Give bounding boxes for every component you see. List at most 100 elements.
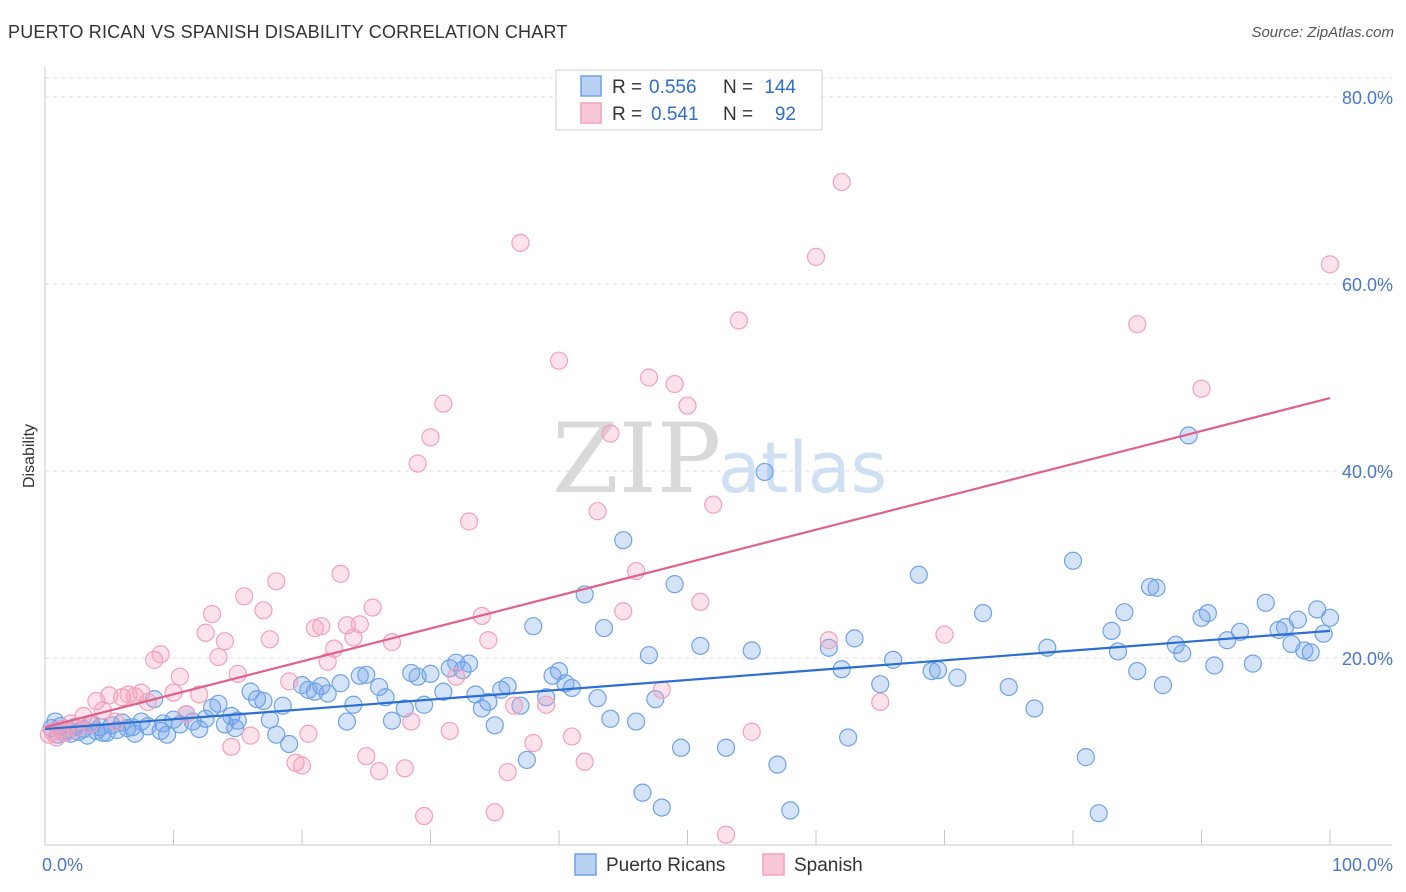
spanish-point [106, 712, 125, 731]
spanish-point [639, 368, 659, 387]
legend-r-label-1: R = [612, 77, 642, 98]
spanish-point [479, 631, 498, 650]
puerto-ricans-point [845, 629, 864, 648]
spanish-point [222, 737, 241, 756]
puerto-ricans-point [479, 692, 498, 712]
puerto-ricans-point [157, 725, 177, 744]
x-tick-label-min: 0.0% [42, 855, 83, 875]
spanish-point [267, 572, 286, 591]
puerto-ricans-point [633, 783, 652, 802]
puerto-ricans-point [1288, 610, 1307, 629]
spanish-point [440, 721, 459, 741]
puerto-ricans-point [241, 682, 260, 701]
puerto-ricans-point [1230, 622, 1250, 641]
legend-n-label-1: N = [723, 77, 753, 98]
legend-swatch-spanish [580, 102, 602, 124]
puerto-ricans-point [768, 755, 787, 774]
puerto-ricans-point [447, 653, 466, 672]
puerto-ricans-point [280, 734, 299, 754]
puerto-ricans-point [1308, 600, 1327, 619]
spanish-point [537, 695, 556, 714]
spanish-point [132, 683, 151, 702]
puerto-ricans-point [646, 690, 665, 709]
puerto-ricans-point [498, 676, 517, 696]
puerto-ricans-point [395, 699, 414, 718]
puerto-ricans-point [196, 709, 215, 728]
spanish-point [704, 495, 723, 514]
spanish-point [871, 692, 890, 712]
puerto-ricans-point [472, 699, 491, 718]
spanish-point [241, 726, 260, 745]
puerto-ricans-point [839, 728, 858, 747]
puerto-ricans-point [871, 675, 890, 694]
puerto-ricans-point [1076, 748, 1095, 767]
trend-lines [44, 397, 1331, 731]
spanish-point [395, 759, 414, 778]
spanish-point [350, 615, 369, 634]
puerto-ricans-point [1115, 603, 1134, 622]
spanish-point [170, 667, 190, 686]
spanish-point [402, 712, 421, 731]
puerto-ricans-point [370, 677, 389, 697]
puerto-ricans-point [337, 712, 357, 731]
legend-n-value-1: 144 [764, 77, 796, 98]
puerto-ricans-point [267, 725, 286, 744]
bottom-legend-swatch-spanish [762, 853, 785, 876]
legend-n-label-2: N = [723, 104, 753, 125]
chart-title: PUERTO RICAN VS SPANISH DISABILITY CORRE… [8, 22, 568, 42]
y-tick-label: 60.0% [1342, 275, 1393, 295]
puerto-ricans-point [922, 661, 941, 681]
spanish-point [1192, 379, 1211, 398]
puerto-ricans-point [1173, 644, 1192, 663]
spanish-point [190, 685, 209, 704]
spanish-point [312, 617, 331, 636]
legend-r-value-2: 0.541 [651, 104, 699, 125]
puerto-ricans-point [781, 801, 800, 820]
puerto-ricans-point [1314, 624, 1333, 643]
grid-lines [45, 77, 1392, 659]
spanish-point [421, 428, 440, 447]
bottom-legend-label-spanish: Spanish [794, 855, 863, 876]
y-tick-labels: 20.0% 40.0% 60.0% 80.0% [1342, 88, 1393, 669]
spanish-point [832, 172, 851, 192]
spanish-point [414, 806, 434, 826]
puerto-ricans-point [511, 696, 530, 715]
spanish-point [151, 645, 170, 664]
spanish-point [806, 247, 826, 266]
puerto-ricans-point [190, 719, 209, 739]
y-tick-label: 80.0% [1342, 88, 1393, 108]
puerto-ricans-point [453, 661, 472, 680]
spanish-point [588, 502, 607, 521]
spanish-point [1320, 255, 1340, 274]
puerto-ricans-point [1320, 608, 1340, 627]
spanish-point [292, 756, 312, 775]
spanish-point [549, 351, 569, 370]
puerto-ricans-point [928, 661, 948, 680]
puerto-ricans-point [948, 668, 967, 687]
spanish-point [260, 630, 279, 649]
puerto-ricans-point [247, 690, 267, 709]
spanish-point [408, 454, 427, 473]
puerto-ricans-point [228, 711, 247, 730]
spanish-point [665, 374, 684, 394]
puerto-ricans-point [1153, 676, 1173, 695]
puerto-ricans-points [42, 426, 1340, 823]
puerto-ricans-point [601, 709, 620, 728]
spanish-point [196, 623, 215, 642]
spanish-point [601, 424, 620, 443]
spanish-point [202, 604, 222, 624]
spanish-point [742, 722, 761, 741]
puerto-ricans-point [999, 677, 1018, 697]
axes [44, 67, 1392, 846]
puerto-ricans-point [1102, 621, 1121, 640]
bottom-legend-swatch-puerto-ricans [574, 853, 597, 876]
puerto-ricans-point [459, 654, 479, 673]
legend-bottom: Puerto Ricans Spanish [574, 853, 863, 876]
legend-n-value-2: 92 [775, 104, 796, 125]
puerto-ricans-point [1198, 604, 1218, 623]
puerto-ricans-point [1295, 641, 1314, 660]
spanish-point [504, 696, 524, 715]
puerto-ricans-point [588, 689, 607, 708]
spanish-point [691, 592, 710, 612]
